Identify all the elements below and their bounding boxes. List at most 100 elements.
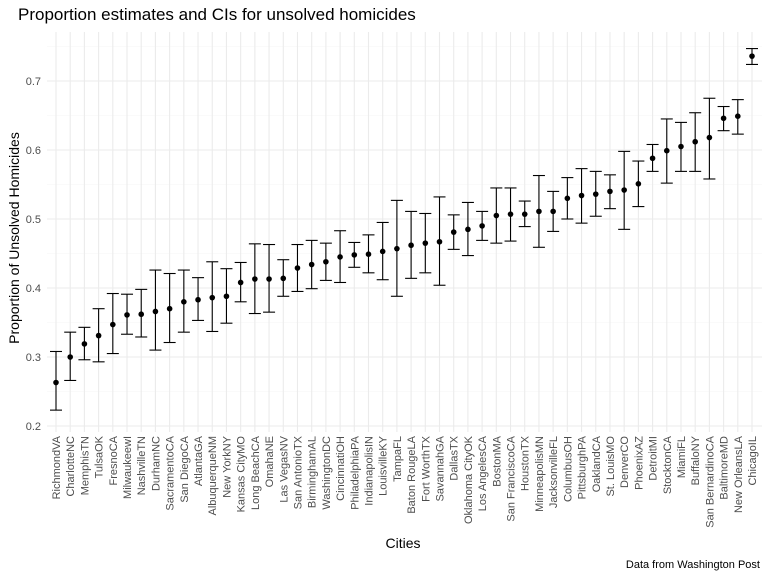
data-point bbox=[95, 332, 102, 339]
data-point bbox=[365, 251, 372, 257]
x-tick-label: San DiegoCA bbox=[179, 435, 191, 502]
x-tick-label: AlbuquerqueNM bbox=[207, 436, 219, 516]
data-point bbox=[408, 242, 414, 249]
data-point bbox=[578, 192, 585, 199]
x-tick-label: New OrleansLA bbox=[733, 435, 745, 513]
points bbox=[53, 53, 755, 386]
data-point bbox=[266, 276, 272, 282]
x-tick-label: Long BeachCA bbox=[250, 435, 262, 510]
x-tick-label: BuffaloNY bbox=[690, 435, 702, 485]
x-tick-label: Las VegasNV bbox=[278, 435, 290, 502]
x-tick-label: TulsaOK bbox=[94, 435, 106, 478]
x-tick-label: MilwaukeewI bbox=[122, 436, 134, 499]
data-point bbox=[720, 115, 727, 122]
grid bbox=[47, 32, 762, 432]
data-point bbox=[564, 195, 571, 202]
data-point bbox=[749, 53, 755, 59]
x-tick-label: Los AngelesCA bbox=[477, 435, 489, 511]
x-tick-label: WashingtonDC bbox=[321, 436, 333, 510]
data-point bbox=[124, 312, 130, 318]
y-tick-label: 0.3 bbox=[26, 352, 41, 364]
y-tick-label: 0.6 bbox=[26, 145, 41, 157]
data-point bbox=[81, 341, 88, 347]
data-point bbox=[280, 275, 287, 282]
x-tick-label: DurhamNC bbox=[150, 436, 162, 491]
x-tick-label: LouisvilleKY bbox=[378, 435, 390, 496]
x-tick-label: St. LouisMO bbox=[605, 436, 617, 497]
y-axis-title: Proportion of Unsolved Homicides bbox=[6, 132, 22, 344]
data-point bbox=[252, 276, 258, 282]
data-point bbox=[337, 254, 343, 260]
data-point bbox=[181, 299, 187, 305]
x-tick-label: MinneapolisMN bbox=[534, 436, 546, 512]
x-tick-label: Baton RougeLA bbox=[406, 435, 418, 513]
data-point bbox=[621, 187, 627, 193]
x-axis-title: Cities bbox=[385, 535, 420, 551]
data-point bbox=[536, 208, 542, 215]
data-point bbox=[166, 305, 173, 312]
x-tick-label: San FranciscoCA bbox=[506, 435, 518, 521]
x-tick-label: ChicagoIL bbox=[747, 436, 759, 486]
x-tick-label: PhiladelphiaPA bbox=[349, 435, 361, 509]
x-tick-label: Kansas CityMO bbox=[236, 436, 248, 513]
x-tick-label: San AntonioTX bbox=[292, 435, 304, 509]
data-point bbox=[521, 211, 528, 217]
y-tick-label: 0.4 bbox=[26, 283, 41, 295]
y-tick-label: 0.7 bbox=[26, 76, 41, 88]
data-point bbox=[195, 296, 201, 303]
x-tick-label: RichmondVA bbox=[51, 435, 63, 499]
x-tick-label: NashvilleTN bbox=[136, 436, 148, 495]
x-tick-label: AtlantaGA bbox=[193, 435, 205, 486]
x-tick-label: BirminghamAL bbox=[307, 436, 319, 508]
data-point bbox=[649, 155, 656, 162]
x-tick-label: CharlotteNC bbox=[65, 436, 77, 497]
data-point bbox=[692, 138, 698, 145]
data-point bbox=[422, 240, 429, 246]
data-point bbox=[110, 321, 116, 328]
chart-title: Proportion estimates and CIs for unsolve… bbox=[18, 5, 416, 24]
data-point bbox=[67, 354, 74, 360]
data-point bbox=[294, 265, 301, 271]
x-tick-label: IndianapolisIN bbox=[363, 436, 375, 506]
data-point bbox=[394, 245, 400, 252]
x-tick-label: MemphisTN bbox=[79, 436, 91, 495]
data-point bbox=[436, 238, 443, 245]
data-point bbox=[592, 191, 599, 197]
data-point bbox=[607, 188, 613, 195]
data-point bbox=[678, 143, 684, 150]
data-point bbox=[635, 181, 642, 187]
data-point bbox=[465, 226, 471, 233]
y-axis-ticks: 0.2 0.3 0.4 0.5 0.6 0.7 bbox=[26, 76, 41, 433]
data-point bbox=[223, 293, 230, 300]
data-point bbox=[53, 379, 59, 386]
x-tick-label: MiamiFL bbox=[676, 436, 688, 478]
x-tick-label: FresnoCA bbox=[108, 435, 120, 485]
x-tick-label: SavannahGA bbox=[435, 435, 447, 501]
x-tick-label: ColumbusOH bbox=[562, 436, 574, 502]
data-point bbox=[379, 248, 386, 255]
x-tick-label: CincinnatiOH bbox=[335, 436, 347, 501]
data-point bbox=[493, 212, 500, 219]
y-tick-label: 0.2 bbox=[26, 421, 41, 433]
x-tick-label: DetroitMI bbox=[648, 436, 660, 481]
data-point bbox=[351, 252, 358, 258]
caption: Data from Washington Post bbox=[626, 559, 760, 571]
data-point bbox=[450, 229, 457, 235]
data-point bbox=[308, 261, 315, 268]
data-point bbox=[152, 308, 159, 315]
x-tick-label: StocktonCA bbox=[662, 435, 674, 494]
x-tick-label: JacksonvilleFL bbox=[548, 436, 560, 508]
data-point bbox=[209, 294, 216, 301]
data-point bbox=[734, 113, 741, 119]
data-point bbox=[237, 279, 244, 286]
x-tick-label: OmahaNE bbox=[264, 436, 276, 487]
x-tick-label: BostonMA bbox=[491, 435, 503, 486]
data-point bbox=[479, 223, 485, 229]
x-tick-label: Fort WorthTX bbox=[420, 435, 432, 501]
x-tick-label: San BernardinoCA bbox=[704, 435, 716, 527]
x-tick-label: DallasTX bbox=[449, 435, 461, 480]
x-tick-label: BaltimoreMD bbox=[719, 436, 731, 500]
x-tick-label: OaklandCA bbox=[591, 435, 603, 492]
data-point bbox=[507, 211, 514, 217]
